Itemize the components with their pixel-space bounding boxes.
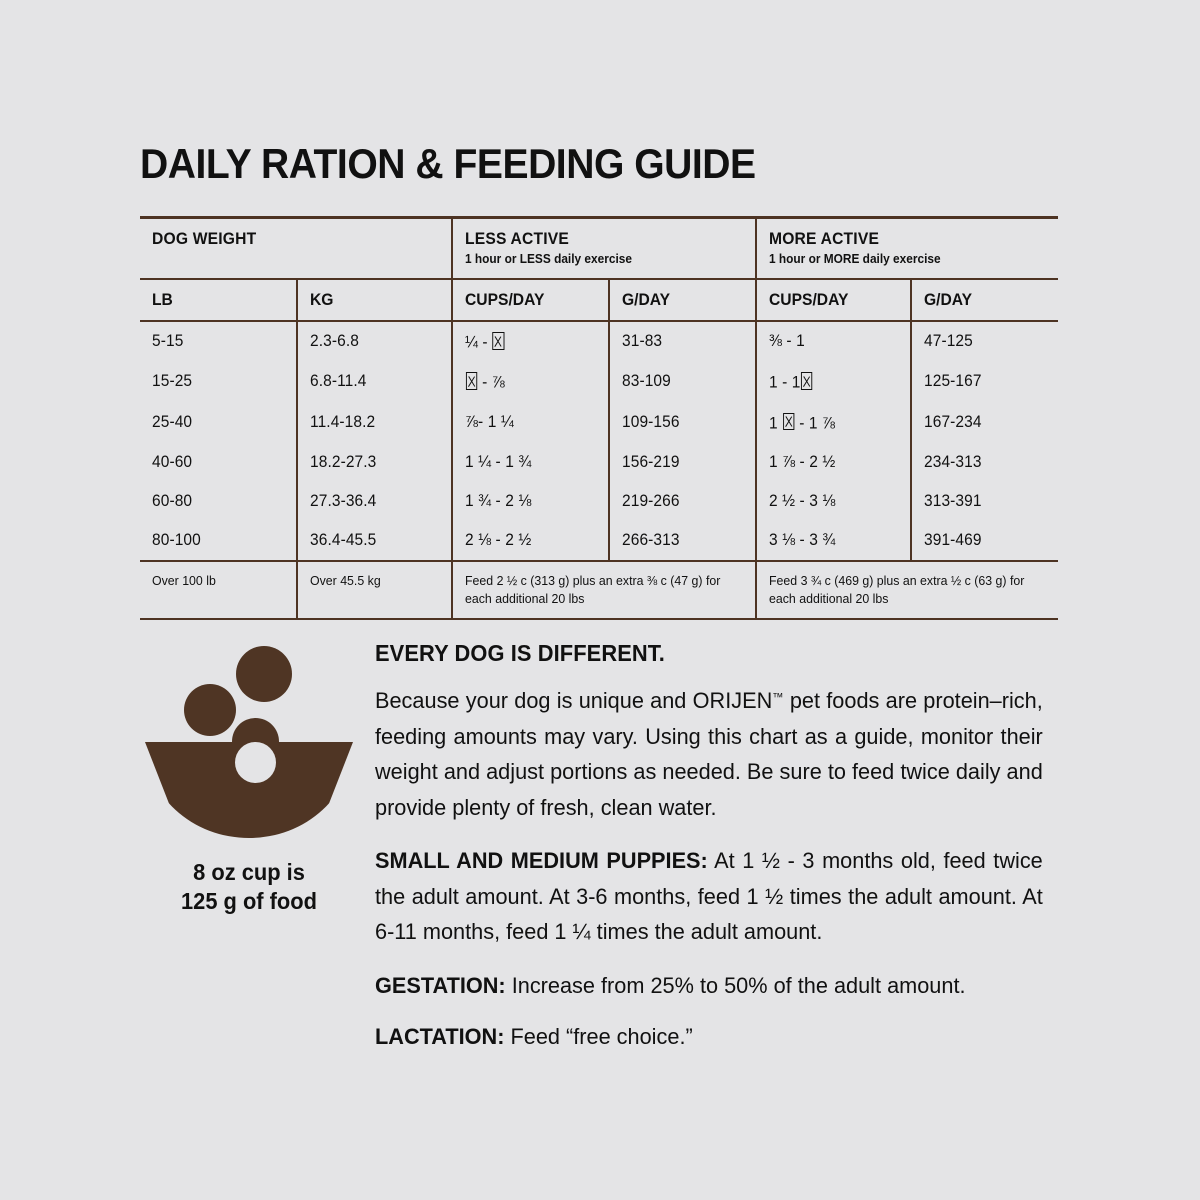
cell-over-more-note: Feed 3 ¾ c (469 g) plus an extra ½ c (63… xyxy=(755,560,1059,619)
table-row: 60-80 27.3-36.4 1 ¾ - 2 ⅛ 219-266 2 ½ - … xyxy=(140,482,1059,522)
column-header-less-grams: G/DAY xyxy=(608,278,757,321)
cell-kg: 2.3-6.8 xyxy=(295,319,453,363)
cell-more-grams: 234-313 xyxy=(910,443,1059,483)
cell-more-grams: 167-234 xyxy=(910,402,1059,444)
cell-kg: 11.4-18.2 xyxy=(295,402,453,444)
group-header-more-active: MORE ACTIVE 1 hour or MORE daily exercis… xyxy=(755,216,1059,279)
kibble-knockout-icon xyxy=(235,742,276,783)
table-group-header-row: DOG WEIGHT LESS ACTIVE 1 hour or LESS da… xyxy=(140,216,1059,279)
label-lactation: LACTATION: xyxy=(375,1024,505,1050)
cell-lb: 15-25 xyxy=(152,372,193,391)
missing-glyph-box xyxy=(492,332,505,350)
group-header-less-active: LESS ACTIVE 1 hour or LESS daily exercis… xyxy=(451,216,757,279)
label-gestation: GESTATION: xyxy=(375,972,506,998)
cell-more-cups: 3 ⅛ - 3 ¾ xyxy=(755,521,912,562)
cell-less-grams: 83-109 xyxy=(608,362,757,403)
paragraph-lactation: LACTATION: Feed “free choice.” xyxy=(375,1024,693,1050)
cell-lb: 25-40 xyxy=(152,412,193,431)
section-heading-every-dog: EVERY DOG IS DIFFERENT. xyxy=(375,640,665,666)
paragraph-intro: Because your dog is unique and ORIJEN™ p… xyxy=(375,688,1043,820)
cell-more-grams: 125-167 xyxy=(910,362,1059,403)
kibble-circle-left-icon xyxy=(184,684,236,736)
cell-more-cups: 1 - 1 xyxy=(755,362,912,403)
paragraph-puppies: SMALL AND MEDIUM PUPPIES: At 1 ½ - 3 mon… xyxy=(375,848,1043,945)
table-row-over-100: Over 100 lb Over 45.5 kg Feed 2 ½ c (313… xyxy=(140,560,1059,619)
paragraph-gestation: GESTATION: Increase from 25% to 50% of t… xyxy=(375,972,966,998)
cell-less-grams: 156-219 xyxy=(608,443,757,483)
cell-more-cups: ⅜ - 1 xyxy=(755,319,912,363)
column-header-kg: KG xyxy=(295,278,453,321)
table-column-header-row: LB KG CUPS/DAY G/DAY CUPS/DAY G/DAY xyxy=(140,278,1059,321)
cell-over-less-note: Feed 2 ½ c (313 g) plus an extra ⅜ c (47… xyxy=(451,560,757,619)
table-bottom-rule xyxy=(140,617,1059,621)
cell-over-kg: Over 45.5 kg xyxy=(295,560,453,619)
cell-less-cups: 1 ¼ - 1 ¾ xyxy=(451,443,610,483)
cell-more-cups: 1 ⅞ - 2 ½ xyxy=(755,443,912,483)
cell-less-grams: 109-156 xyxy=(608,402,757,444)
guidance-text-column: EVERY DOG IS DIFFERENT. Because your dog… xyxy=(375,640,1067,1071)
cell-less-cups: 1 ¾ - 2 ⅛ xyxy=(451,482,610,522)
column-header-lb: LB xyxy=(140,278,297,321)
cell-less-cups: 2 ⅛ - 2 ½ xyxy=(451,521,610,562)
cell-less-grams: 31-83 xyxy=(608,319,757,363)
cell-lb: 5-15 xyxy=(140,319,297,363)
missing-glyph-box xyxy=(465,372,478,390)
table-row: 40-60 18.2-27.3 1 ¼ - 1 ¾ 156-219 1 ⅞ - … xyxy=(140,443,1059,483)
table-row: 80-100 36.4-45.5 2 ⅛ - 2 ½ 266-313 3 ⅛ -… xyxy=(140,521,1059,562)
cell-kg: 27.3-36.4 xyxy=(295,482,453,522)
cell-more-cups: 2 ½ - 3 ⅛ xyxy=(755,482,912,522)
page-title: DAILY RATION & FEEDING GUIDE xyxy=(140,140,756,187)
missing-glyph-box xyxy=(801,372,813,390)
missing-glyph-box xyxy=(782,412,795,431)
label-small-medium-puppies: SMALL AND MEDIUM PUPPIES: xyxy=(375,848,708,874)
cell-less-grams: 219-266 xyxy=(608,482,757,522)
daily-ration-table-wrapper: DOG WEIGHT LESS ACTIVE 1 hour or LESS da… xyxy=(140,216,1059,621)
cell-more-grams: 313-391 xyxy=(910,482,1059,522)
cell-kg: 18.2-27.3 xyxy=(295,443,453,483)
kibble-circle-top-icon xyxy=(236,646,292,702)
cell-more-cups: 1 - 1 ⅞ xyxy=(755,402,912,444)
cell-kg: 6.8-11.4 xyxy=(295,362,453,403)
cell-more-grams: 47-125 xyxy=(910,319,1059,363)
cup-equivalence-caption: 8 oz cup is 125 g of food xyxy=(181,859,317,914)
column-header-more-cups: CUPS/DAY xyxy=(755,278,912,321)
column-header-less-cups: CUPS/DAY xyxy=(451,278,610,321)
cell-lb: 80-100 xyxy=(152,531,201,550)
column-header-more-grams: G/DAY xyxy=(910,278,1059,321)
cell-less-cups: ⅞- 1 ¼ xyxy=(451,402,610,444)
cup-equivalence-block: 8 oz cup is 125 g of food xyxy=(140,636,358,916)
cell-kg: 36.4-45.5 xyxy=(295,521,453,562)
cell-lb: 60-80 xyxy=(152,492,193,511)
group-header-dog-weight: DOG WEIGHT xyxy=(140,216,453,279)
dog-bowl-icon xyxy=(140,636,358,848)
cell-over-lb: Over 100 lb xyxy=(140,560,297,619)
cell-lb: 40-60 xyxy=(152,453,193,472)
table-row: 25-40 11.4-18.2 ⅞- 1 ¼ 109-156 1 - 1 ⅞ 1… xyxy=(140,402,1059,444)
trademark-symbol: ™ xyxy=(772,691,784,705)
cell-less-cups: - ⅞ xyxy=(451,362,610,403)
cell-less-cups: ¼ - xyxy=(451,319,610,363)
daily-ration-table: DOG WEIGHT LESS ACTIVE 1 hour or LESS da… xyxy=(140,216,1059,621)
cell-more-grams: 391-469 xyxy=(910,521,1059,562)
table-row: 5-15 2.3-6.8 ¼ - 31-83 ⅜ - 1 47-125 xyxy=(140,319,1059,363)
table-row: 15-25 6.8-11.4 - ⅞ 83-109 1 - 1 125-167 xyxy=(140,362,1059,403)
cell-less-grams: 266-313 xyxy=(608,521,757,562)
